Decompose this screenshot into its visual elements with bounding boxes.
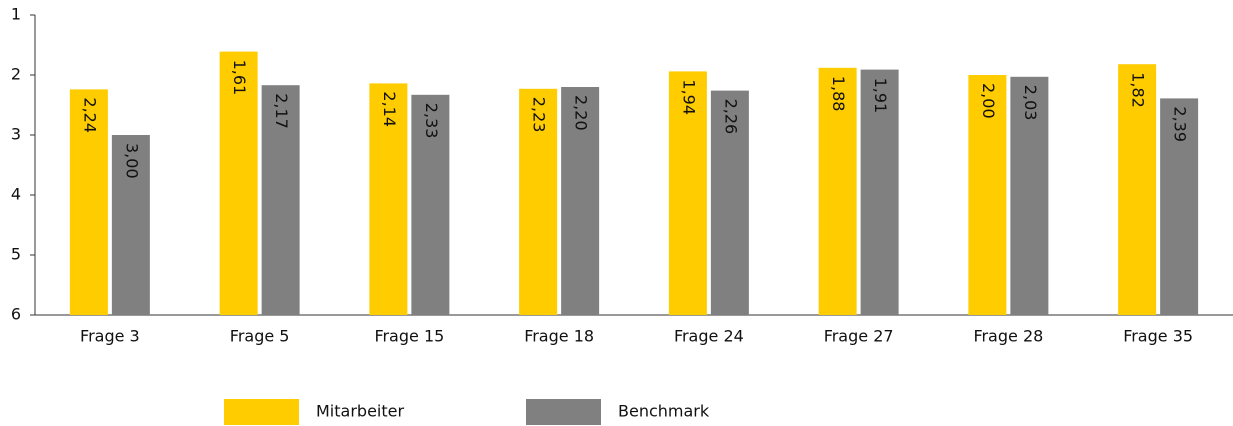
- value-label: 2,03: [1021, 85, 1040, 121]
- value-label: 2,24: [80, 97, 99, 133]
- value-label: 2,23: [530, 97, 549, 133]
- value-label: 2,39: [1171, 106, 1190, 142]
- bar: [261, 85, 300, 315]
- value-label: 1,82: [1129, 72, 1148, 108]
- bar: [1118, 64, 1157, 315]
- x-tick-label: Frage 18: [524, 327, 594, 346]
- x-tick-label: Frage 5: [230, 327, 290, 346]
- x-tick-label: Frage 28: [973, 327, 1043, 346]
- y-tick-label: 2: [11, 65, 21, 84]
- x-tick-label: Frage 15: [374, 327, 444, 346]
- value-label: 1,61: [230, 60, 249, 96]
- value-label: 1,88: [829, 76, 848, 112]
- bar: [1010, 76, 1049, 315]
- y-tick-label: 3: [11, 125, 21, 144]
- bar: [519, 88, 558, 315]
- y-tick-label: 6: [11, 305, 21, 324]
- value-label: 1,91: [871, 78, 890, 114]
- value-label: 2,14: [380, 91, 399, 127]
- x-tick-label: Frage 27: [824, 327, 894, 346]
- value-label: 2,33: [422, 103, 441, 139]
- bar: [710, 90, 749, 315]
- bar: [860, 69, 899, 315]
- bar: [111, 135, 150, 315]
- y-tick-label: 4: [11, 185, 21, 204]
- y-tick-label: 1: [11, 5, 21, 24]
- bar: [369, 83, 408, 316]
- bar: [818, 67, 857, 315]
- bar: [1160, 98, 1199, 316]
- legend-swatch: [224, 399, 299, 425]
- bar: [411, 94, 450, 315]
- x-tick-label: Frage 35: [1123, 327, 1193, 346]
- bar: [968, 75, 1007, 315]
- x-tick-label: Frage 24: [674, 327, 744, 346]
- bar: [561, 87, 600, 315]
- bar: [69, 89, 108, 316]
- bar: [219, 51, 258, 315]
- legend-label: Benchmark: [618, 402, 710, 421]
- bar: [668, 71, 707, 316]
- value-label: 2,26: [721, 99, 740, 135]
- value-label: 2,17: [272, 93, 291, 129]
- y-tick-label: 5: [11, 245, 21, 264]
- value-label: 1,94: [679, 79, 698, 115]
- legend-swatch: [526, 399, 601, 425]
- legend-label: Mitarbeiter: [316, 402, 404, 421]
- x-tick-label: Frage 3: [80, 327, 140, 346]
- value-label: 3,00: [122, 143, 141, 179]
- value-label: 2,00: [979, 83, 998, 119]
- value-label: 2,20: [572, 95, 591, 131]
